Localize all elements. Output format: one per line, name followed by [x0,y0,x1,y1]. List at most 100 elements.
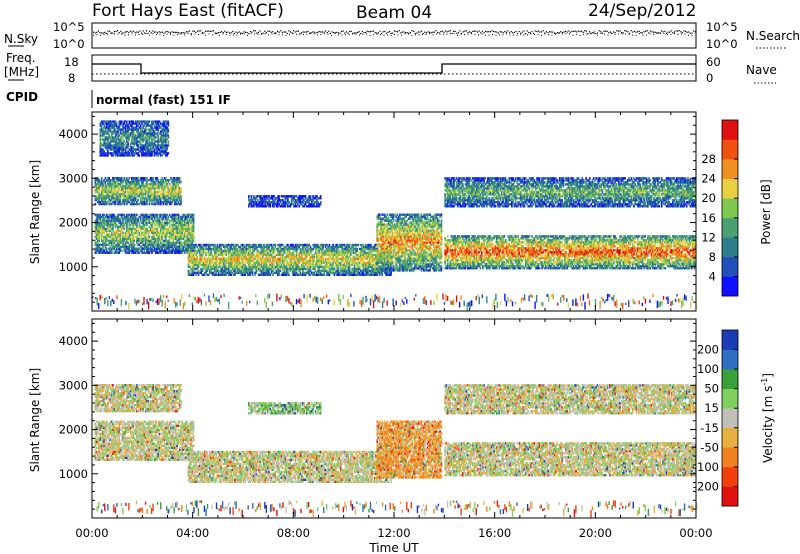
data-cell [129,188,132,192]
data-cell [185,229,187,232]
data-cell [146,198,148,202]
data-cell [253,261,255,265]
search-noise-point [233,34,234,36]
data-cell [165,235,167,238]
data-cell [113,219,116,223]
data-cell [128,200,131,204]
data-cell [328,273,331,276]
data-cell [118,150,121,153]
search-noise-point [282,34,283,36]
data-cell [269,251,272,255]
data-cell [161,148,163,151]
data-cell [231,253,234,257]
data-cell [197,273,200,276]
data-cell [167,194,170,198]
data-cell [187,273,190,276]
data-cell [136,134,138,137]
data-cell [256,257,259,261]
data-cell [107,132,109,135]
data-cell [123,185,126,188]
noise-point [161,31,163,33]
data-cell [102,217,104,221]
data-cell [159,190,162,194]
data-cell [234,271,236,274]
search-noise-point [131,33,133,35]
data-cell [153,215,156,219]
data-cell [322,247,324,251]
data-cell [108,219,111,223]
data-cell [214,261,216,265]
noise-point [411,30,413,32]
data-cell [222,261,225,265]
data-cell [191,229,194,232]
data-cell [289,253,292,257]
data-cell [120,146,123,149]
data-cell [178,188,181,192]
data-cell [188,225,191,229]
data-cell [187,215,190,219]
data-cell [222,243,225,247]
data-cell [168,229,171,232]
data-cell [154,233,157,236]
data-cell [162,194,165,198]
data-cell [113,198,116,202]
data-cell [159,122,162,125]
data-cell [128,183,131,186]
data-cell [285,263,288,267]
data-cell [141,185,143,188]
data-cell [133,217,136,221]
data-cell [271,267,274,271]
search-noise-point [520,33,521,35]
data-cell [328,257,331,261]
data-cell [240,257,243,261]
data-cell [191,257,194,261]
data-cell [107,235,109,238]
data-cell [177,217,180,221]
data-cell [217,269,220,273]
data-cell [100,239,103,242]
data-cell [142,233,144,236]
data-cell [126,136,128,139]
data-cell [192,233,195,236]
data-cell [133,132,136,135]
data-cell [253,245,255,249]
search-noise-point [688,34,689,36]
data-cell [102,235,104,238]
noise-point [216,32,218,34]
data-cell [146,148,148,151]
data-cell [143,237,146,240]
data-cell [144,194,147,198]
noise-point [485,30,487,32]
data-cell [153,190,156,194]
data-cell [123,196,126,200]
data-cell [293,271,295,274]
data-cell [157,243,160,246]
data-cell [175,194,177,198]
data-cell [183,243,186,246]
data-cell [163,241,166,244]
data-cell [163,134,166,137]
data-cell [158,183,161,186]
data-cell [148,213,151,217]
data-cell [128,225,131,229]
data-cell [113,241,116,244]
data-cell [215,253,217,257]
data-cell [104,144,107,147]
data-cell [186,245,189,248]
data-cell [114,239,117,242]
data-cell [157,229,160,232]
search-noise-point [390,34,392,36]
data-cell [197,247,200,251]
data-cell [329,249,332,253]
data-cell [292,245,294,249]
data-cell [243,257,245,261]
data-cell [347,273,350,276]
data-cell [132,132,134,135]
data-cell [119,124,122,127]
data-cell [240,261,243,265]
data-cell [171,181,173,184]
data-cell [122,225,124,229]
data-cell [114,194,117,198]
data-cell [191,245,194,249]
data-cell [117,183,119,186]
